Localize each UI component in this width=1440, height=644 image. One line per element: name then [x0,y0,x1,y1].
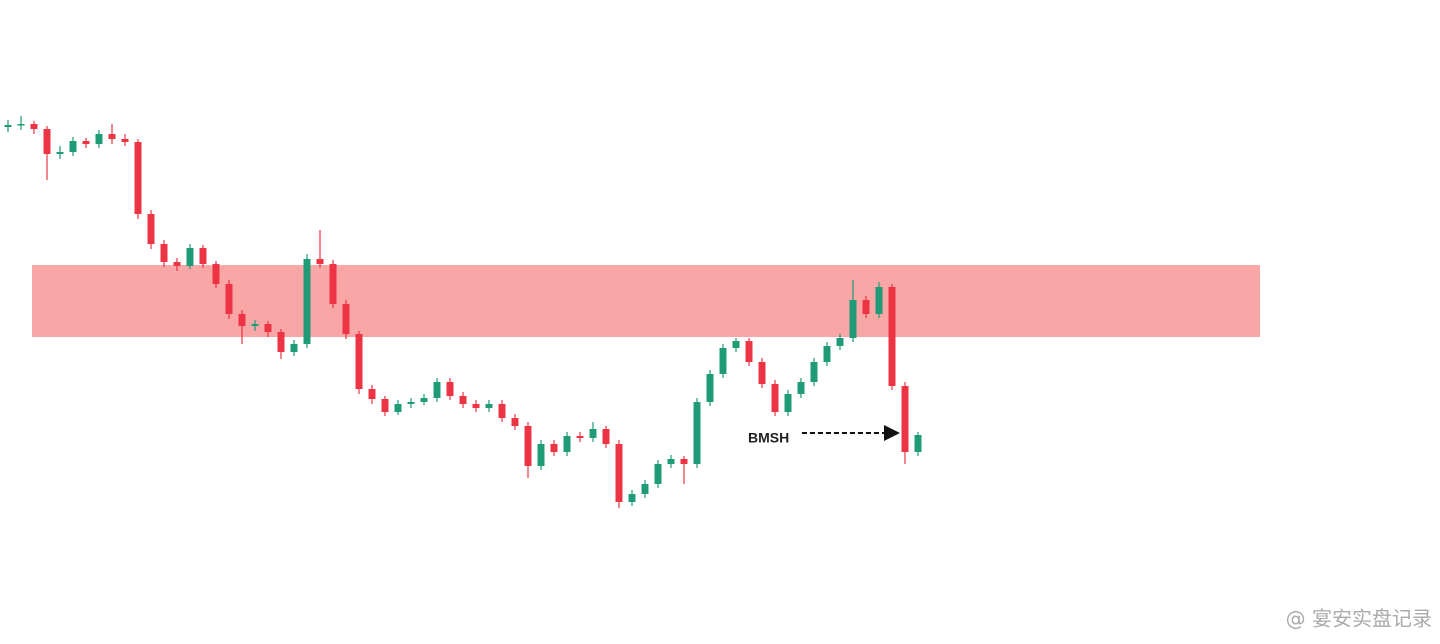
candle-body [251,324,259,326]
watermark: @ 宴安实盘记录 [1286,607,1432,631]
candle-body [732,341,740,348]
candle-body [784,394,792,412]
candle-body [472,404,480,408]
candle-body [797,382,805,394]
candle-body [485,404,493,408]
candle-body [901,386,909,452]
candle-body [836,338,844,346]
candle-body [329,264,337,304]
candle-body [316,259,324,264]
candle-body [511,418,519,426]
candle-body [628,494,636,502]
candle-body [563,436,571,452]
candle-body [199,248,207,264]
candle-body [446,382,454,396]
candle-body [810,362,818,382]
candle-body [667,459,675,464]
candle-body [121,139,129,142]
candle-body [147,214,155,244]
candle-body [602,429,610,444]
candle-body [745,341,753,362]
candle-body [173,262,181,266]
candle-body [420,398,428,402]
candle-body [290,344,298,352]
candle-body [264,324,272,332]
candle-body [576,436,584,438]
candle-body [719,348,727,374]
candle-body [459,396,467,404]
candle-body [368,389,376,399]
annotation-label: BMSH [748,430,789,446]
candle-body [888,287,896,386]
candle-body [56,152,64,154]
candle-body [225,284,233,314]
candle-body [524,426,532,466]
candle-body [589,429,597,438]
candle-body [277,332,285,352]
candle-body [238,314,246,326]
candle-body [550,444,558,452]
candle-body [862,300,870,314]
candle-body [17,124,25,126]
candle-body [82,141,90,144]
candle-body [433,382,441,398]
candle-body [407,402,415,404]
candle-body [342,304,350,334]
candle-body [498,404,506,418]
candle-body [914,435,922,452]
candle-body [186,248,194,266]
candle-body [303,259,311,344]
candle-body [355,334,363,389]
candle-body [706,374,714,402]
candle-body [641,484,649,494]
resistance-zone [32,265,1260,337]
candle-body [680,459,688,464]
candle-body [381,399,389,412]
candle-body [693,402,701,464]
candle-body [160,244,168,262]
candle-body [43,129,51,154]
candle-body [394,404,402,412]
candle-body [212,264,220,284]
candle-body [758,362,766,384]
candle-body [615,444,623,502]
candle-body [108,134,116,139]
candle-body [654,464,662,484]
candle-body [69,141,77,152]
candle-body [95,134,103,144]
candle-body [875,287,883,314]
candle-body [134,142,142,214]
candle-body [4,125,12,127]
candle-body [537,444,545,466]
candle-body [30,124,38,129]
candle-body [771,384,779,412]
candle-body [849,300,857,338]
candle-body [823,346,831,362]
